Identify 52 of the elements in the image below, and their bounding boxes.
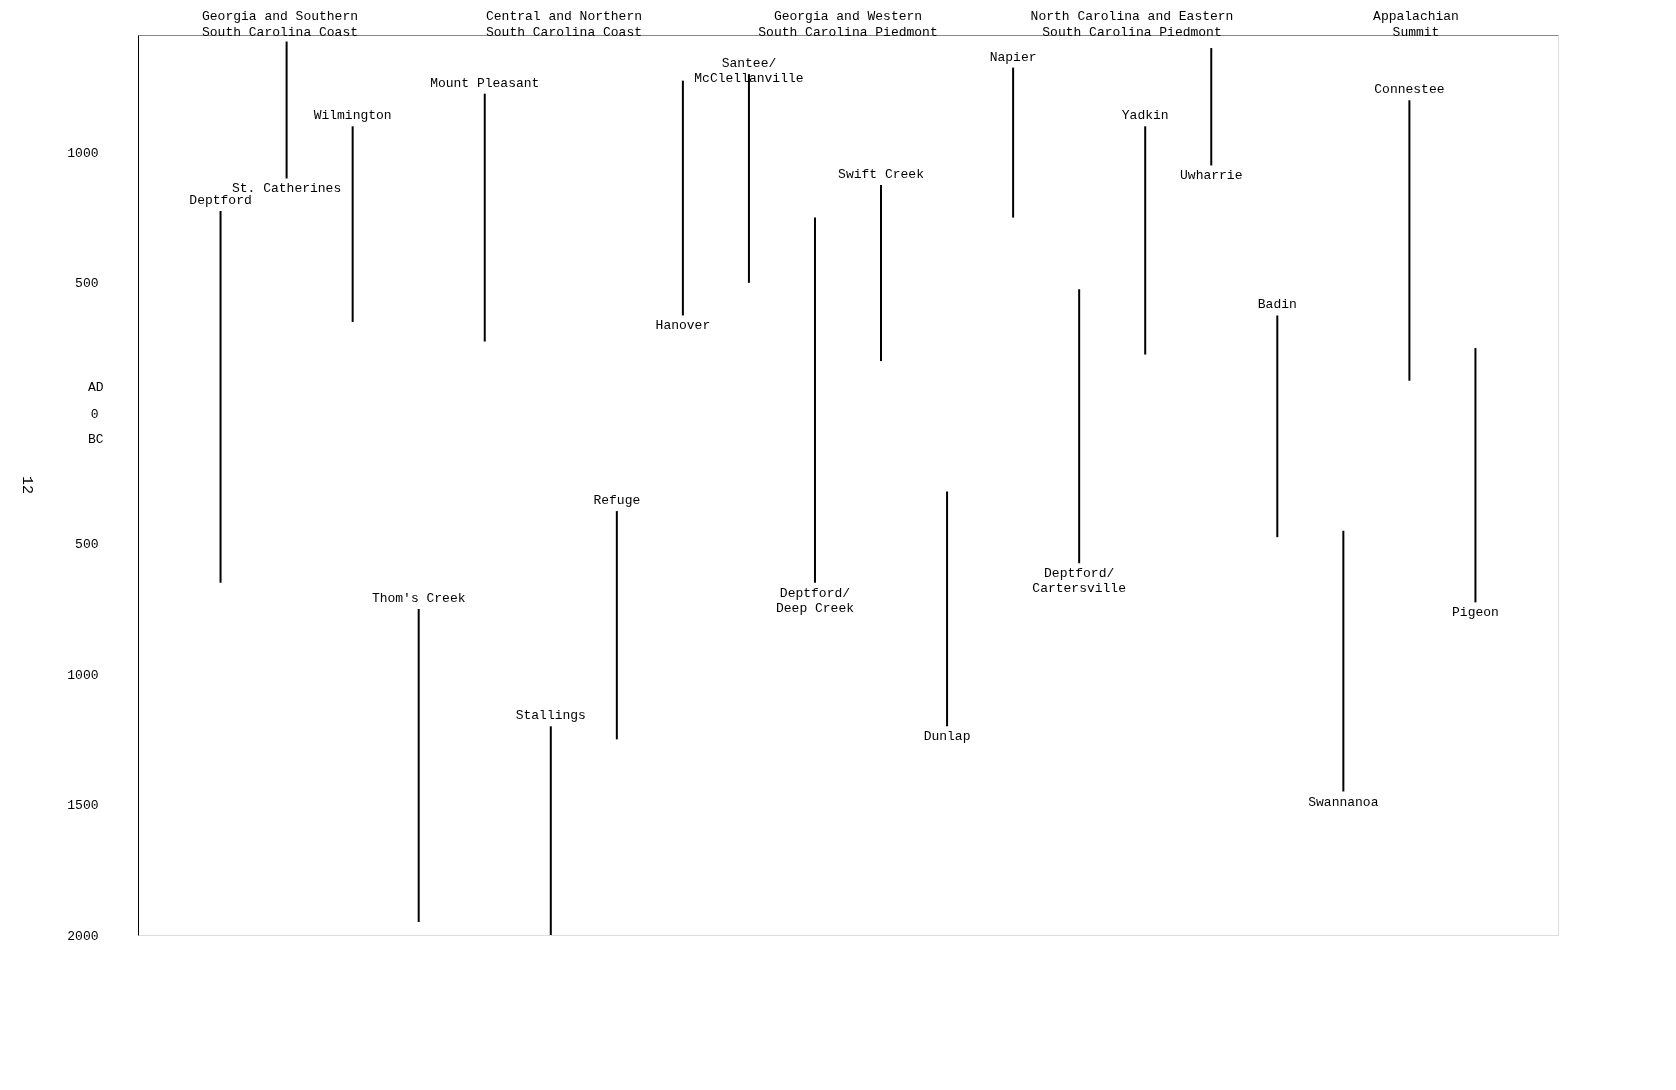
x-tick-label: Connestee	[1374, 82, 1445, 98]
x-tick-label: Wilmington	[313, 108, 392, 124]
x-tick-label: Badin	[1257, 297, 1297, 313]
x-tick-label: Deptford/Deep Creek	[775, 585, 855, 616]
x-tick-label: Uwharrie	[1180, 168, 1243, 184]
annotation: Central and Northern South Carolina Coast	[485, 9, 643, 40]
y-tick-label: 500	[75, 276, 99, 292]
bar	[1342, 530, 1345, 792]
bar	[1276, 315, 1279, 538]
annotation: North Carolina and Eastern South Carolina Piedmont	[1030, 9, 1234, 40]
x-tick-label: Refuge	[593, 493, 641, 509]
x-tick-label: Napier	[989, 49, 1037, 65]
x-tick-label: Stallings	[515, 708, 586, 724]
x-tick-label: Deptford	[189, 193, 252, 209]
y-tick-label: 0	[90, 406, 99, 422]
x-tick-label: Mount Pleasant	[430, 75, 540, 91]
bar	[946, 491, 949, 727]
bar	[813, 217, 816, 583]
y-tick-label: 500	[75, 537, 99, 553]
text: BC	[88, 432, 104, 448]
y-tick-label: 2000	[67, 928, 99, 944]
bar	[285, 41, 288, 179]
bar	[615, 511, 618, 740]
x-tick-label: Thom's Creek	[371, 590, 466, 606]
bar	[351, 126, 354, 322]
bar	[417, 608, 420, 922]
x-tick-label: Dunlap	[923, 729, 971, 745]
x-tick-label: Deptford/Cartersville	[1032, 566, 1126, 597]
x-tick-label: Pigeon	[1452, 605, 1499, 621]
x-tick-label: Swannanoa	[1308, 794, 1379, 810]
text: 12	[18, 475, 35, 495]
annotation: Georgia and Southern South Carolina Coast	[201, 9, 359, 40]
annotation: Georgia and Western South Carolina Piedmont	[758, 9, 938, 40]
bar	[1144, 126, 1147, 355]
x-tick-label: Hanover	[655, 318, 711, 334]
bar	[549, 726, 552, 935]
bar	[1078, 289, 1081, 564]
bar	[483, 93, 486, 342]
bar	[219, 211, 222, 583]
bar	[1210, 48, 1213, 166]
y-tick-label: 1000	[67, 145, 99, 161]
bar	[1408, 100, 1411, 381]
y-tick-label: 1500	[67, 798, 99, 814]
x-tick-label: Yadkin	[1121, 108, 1169, 124]
annotation: Appalachian Summit	[1373, 9, 1459, 40]
bar	[880, 185, 883, 362]
y-tick-label: 1000	[67, 667, 99, 683]
bar	[1474, 348, 1477, 603]
bar	[681, 80, 684, 316]
x-tick-label: Swift Creek	[838, 167, 925, 182]
text: AD	[88, 380, 104, 396]
bar	[1012, 67, 1015, 218]
